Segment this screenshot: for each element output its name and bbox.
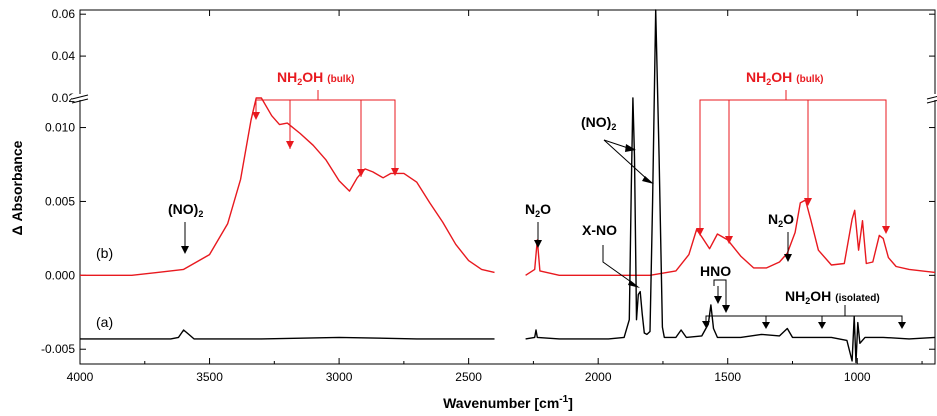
y-tick-label: 0.06 bbox=[52, 7, 76, 21]
no2-mid-label: (NO)2 bbox=[581, 114, 616, 132]
series-line-a bbox=[80, 329, 495, 340]
hno-label: HNO bbox=[700, 263, 731, 279]
y-tick-label: 0.005 bbox=[45, 194, 75, 208]
nh2oh-isolated-label: NH2OH (isolated) bbox=[785, 288, 880, 306]
x-tick-label: 4000 bbox=[67, 370, 94, 384]
x-no-label: X-NO bbox=[582, 222, 617, 238]
spectrum-traces bbox=[80, 9, 936, 364]
axis-break-left bbox=[71, 94, 89, 104]
y-tick-label: 0.010 bbox=[45, 121, 75, 135]
plot-frame bbox=[79, 9, 936, 365]
n2o-right-label: N2O bbox=[768, 211, 794, 229]
red-arrows-right bbox=[696, 90, 890, 244]
nh2oh-bulk-right-label: NH2OH (bulk) bbox=[746, 69, 823, 87]
axis-break-right bbox=[926, 94, 937, 104]
x-tick-label: 3000 bbox=[326, 370, 353, 384]
n2o-left-label: N2O bbox=[525, 201, 551, 219]
x-tick-label: 1000 bbox=[844, 370, 871, 384]
black-arrows bbox=[181, 139, 906, 329]
axis-ticks: 4000 3500 3000 2500 2000 1500 1000 -0.005 0.000 0… bbox=[41, 7, 935, 384]
x-axis-title: Wavenumber [cm-1] bbox=[443, 394, 573, 411]
trace-label-b: (b) bbox=[96, 245, 113, 261]
no2-left-label: (NO)2 bbox=[168, 201, 203, 219]
x-tick-label: 3500 bbox=[196, 370, 223, 384]
y-tick-label: 0.02 bbox=[52, 91, 76, 105]
trace-label-a: (a) bbox=[96, 314, 113, 330]
red-arrows-left bbox=[252, 90, 399, 177]
y-axis-title: Δ Absorbance bbox=[9, 140, 25, 235]
series-line-b bbox=[525, 199, 936, 276]
x-tick-label: 2500 bbox=[455, 370, 482, 384]
x-tick-label: 2000 bbox=[585, 370, 612, 384]
series-line-b bbox=[80, 97, 495, 276]
y-tick-label: 0.000 bbox=[45, 268, 75, 282]
y-tick-label: -0.005 bbox=[41, 342, 75, 356]
x-tick-label: 1500 bbox=[714, 370, 741, 384]
series-line-a bbox=[525, 9, 936, 364]
y-tick-label: 0.04 bbox=[52, 49, 76, 63]
nh2oh-bulk-left-label: NH2OH (bulk) bbox=[277, 69, 354, 87]
